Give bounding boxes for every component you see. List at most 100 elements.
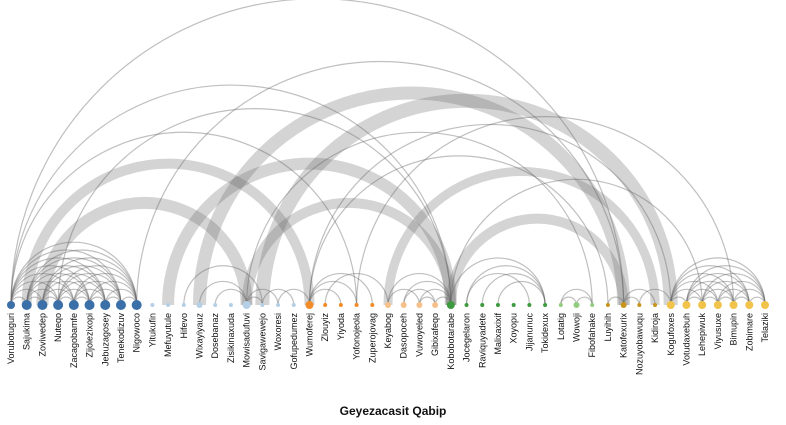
link-arc-zoviwedep-zacagobamfe	[41, 288, 75, 306]
node-label-mowisadufuvi: Mowisadufuvi	[242, 313, 252, 368]
node-viyusuxe	[713, 301, 722, 309]
link-arc-kobobotarabe-lehepiwuk	[450, 178, 703, 306]
node-label-jijanunuc: Jijanunuc	[524, 313, 534, 352]
node-label-viyusuxe: Viyusuxe	[713, 313, 723, 349]
link-arc-sajukima-wumoferej	[21, 158, 315, 306]
node-label-mefuyutule: Mefuyutule	[163, 313, 173, 357]
node-votudaxebuh	[682, 301, 691, 309]
node-label-telaziki: Telaziki	[760, 313, 770, 343]
link-arc-bimupin-telaziki	[732, 288, 766, 306]
node-mefuyutule	[166, 303, 171, 307]
node-label-zlouyiz: Zlouyiz	[320, 313, 330, 342]
nodes-layer	[7, 300, 769, 310]
node-label-sajukima: Sajukima	[22, 313, 32, 350]
link-arc-nuteqo-zijolezixopi	[57, 288, 91, 306]
node-lehepiwuk	[698, 301, 707, 309]
link-arc-lehepiwuk-bimupin	[701, 288, 735, 306]
link-arc-vuwoyeled-kobobotarabe	[418, 288, 452, 306]
link-arc-nuteqo-jebuzagosey	[57, 280, 106, 306]
link-arc-dasopoceh-gibixafeqo	[403, 288, 436, 306]
node-kobobotarabe	[446, 301, 455, 309]
node-label-zijolezixopi: Zijolezixopi	[85, 313, 95, 358]
link-arc-sajukima-nigowoco	[26, 249, 138, 306]
link-arc-wumoferej-yiyoda	[308, 288, 342, 306]
node-jijanunuc	[527, 303, 532, 307]
link-arc-nuteqo-kobobotarabe	[57, 108, 452, 306]
node-label-zobimare: Zobimare	[744, 313, 754, 351]
link-arc-sajukima-nuteqo	[26, 288, 59, 306]
node-sajukima	[21, 300, 32, 310]
node-bimupin	[729, 301, 738, 309]
node-tenekodizuv	[115, 300, 126, 310]
node-zacagobamfe	[68, 300, 79, 310]
node-zobimare	[745, 301, 754, 309]
link-arc-votudaxebuh-telaziki	[685, 265, 766, 306]
link-arc-zijolezixopi-nigowoco	[88, 280, 138, 306]
node-label-woxoresi: Woxoresi	[273, 313, 283, 350]
node-label-kogufoxes: Kogufoxes	[666, 313, 676, 356]
link-arc-zacagobamfe-nigowoco	[73, 272, 138, 306]
link-arc-sajukima-jebuzagosey	[26, 265, 106, 306]
link-arc-wumoferej-kogufoxes	[308, 123, 672, 306]
node-label-luyihih: Luyihih	[603, 313, 613, 342]
link-arc-savigawewejo-kogufoxes	[255, 93, 678, 306]
node-xoyopu	[511, 303, 516, 307]
link-arc-votudaxebuh-viyusuxe	[685, 288, 719, 306]
node-label-gibixafeqo: Gibixafeqo	[430, 313, 440, 356]
link-arc-mowisadufuvi-woxoresi	[246, 288, 279, 306]
link-arc-zoviwedep-tenekodizuv	[41, 265, 122, 306]
link-arc-votudaxebuh-zobimare	[685, 272, 750, 306]
link-arc-lotatig-fibofahake	[560, 288, 593, 306]
link-arc-savigawewejo-gofupedumez	[261, 288, 295, 306]
link-arc-mowisadufuvi-kobobotarabe	[241, 197, 456, 306]
node-label-dosebanaz: Dosebanaz	[210, 313, 220, 359]
node-katofexurix	[620, 302, 627, 308]
link-arc-wixayiyauz-mowisadufuvi	[198, 280, 248, 306]
link-arc-kogufoxes-lehepiwuk	[670, 288, 703, 306]
node-mowisadufuvi	[242, 301, 251, 309]
node-tokidexux	[543, 303, 548, 307]
node-raviquyadete	[480, 303, 485, 307]
link-arc-zacagobamfe-tenekodizuv	[73, 281, 122, 306]
node-jocegelaron	[464, 303, 469, 307]
link-arc-kogufoxes-bimupin	[670, 273, 735, 306]
link-arc-jebuzagosey-nigowoco	[104, 288, 138, 306]
link-arc-viyusuxe-zobimare	[717, 288, 750, 306]
arc-diagram: Vorubotuguri Sajukima Zoviwedep Nuteqo Zacag…	[6, 0, 770, 376]
link-arc-lehepiwuk-zobimare	[701, 280, 750, 306]
node-jebuzagosey	[100, 300, 111, 310]
labels-layer: Vorubotuguri Sajukima Zoviwedep Nuteqo Zacag…	[6, 313, 770, 376]
node-label-votudaxebuh: Votudaxebuh	[681, 313, 691, 366]
link-arc-vorubotuguri-kobobotarabe	[10, 84, 452, 306]
link-arc-vorubotuguri-zacagobamfe	[10, 273, 75, 306]
node-label-jocegelaron: Jocegelaron	[462, 313, 472, 362]
link-arc-sajukima-zacagobamfe	[26, 280, 75, 306]
link-arc-zoviwedep-mowisadufuvi	[36, 196, 253, 306]
node-zuperojovag	[370, 303, 375, 307]
node-label-lehepiwuk: Lehepiwuk	[697, 313, 707, 357]
node-kidiroja	[653, 303, 658, 307]
node-label-tenekodizuv: Tenekodizuv	[116, 313, 126, 364]
node-gofupedumez	[291, 303, 296, 307]
link-arc-jocegelaron-tokidexux	[465, 265, 546, 306]
node-label-katofexurix: Katofexurix	[619, 313, 629, 359]
links-layer	[10, 0, 766, 306]
link-arc-keyabog-vuwoyeled	[387, 288, 421, 306]
link-arc-raviquyadete-tokidexux	[481, 273, 546, 306]
node-label-bimupin: Bimupin	[729, 313, 739, 346]
node-label-malixaxixif: Malixaxixif	[493, 313, 503, 355]
node-label-wumoferej: Wumoferej	[304, 313, 314, 356]
link-arc-nozuyobawuqu-kogufoxes	[638, 288, 672, 306]
link-arc-woxoresi-wumoferej	[277, 288, 311, 306]
node-savigawewejo	[260, 303, 265, 307]
link-arc-keyabog-kobobotarabe	[387, 273, 452, 306]
node-label-zoviwedep: Zoviwedep	[37, 313, 47, 357]
link-arc-nuteqo-nigowoco	[57, 265, 138, 306]
node-yitukufin	[150, 303, 155, 307]
link-arc-nigowoco-katofexurix	[136, 61, 625, 306]
link-arc-nuteqo-tenekodizuv	[57, 273, 122, 306]
node-nigowoco	[131, 300, 142, 310]
link-arc-kogufoxes-telaziki	[670, 257, 766, 306]
node-label-nigowoco: Nigowoco	[132, 313, 142, 353]
node-wumoferej	[305, 301, 314, 309]
